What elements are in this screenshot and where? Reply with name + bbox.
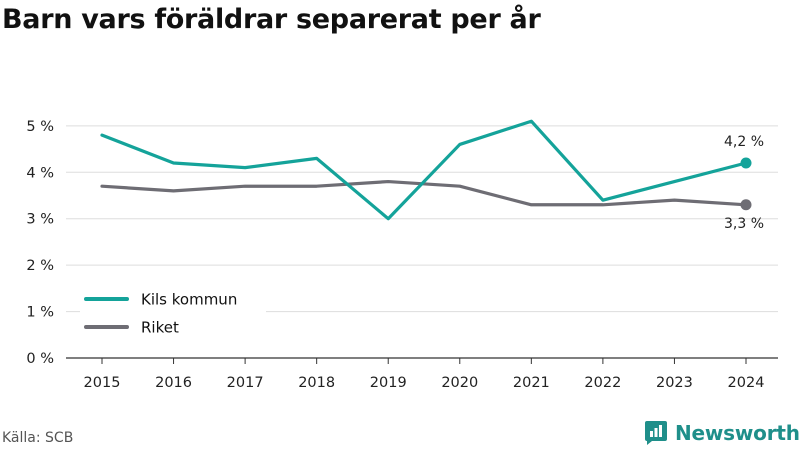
series-line: [100, 119, 748, 221]
end-point-marker: [740, 157, 752, 169]
x-tick-label: 2024: [728, 375, 765, 391]
x-tick-label: 2015: [84, 375, 121, 391]
y-tick-label: 1 %: [26, 305, 54, 321]
x-tick-label: 2023: [656, 375, 693, 391]
x-tick-label: 2019: [370, 375, 407, 391]
x-tick-label: 2021: [513, 375, 550, 391]
chart-title: Barn vars föräldrar separerat per år: [2, 4, 541, 35]
brand-name: Newsworthy: [675, 421, 800, 445]
data-label: 4,2 %: [724, 134, 764, 150]
legend: Kils kommun Riket: [80, 284, 266, 346]
series-lines: 3,3 % 4,2 %: [100, 119, 764, 232]
brand-logo[interactable]: Newsworthy: [644, 419, 800, 447]
legend-background: [80, 284, 266, 346]
y-tick-label: 4 %: [26, 165, 54, 181]
y-tick-label: 3 %: [26, 212, 54, 228]
x-tick-label: 2022: [584, 375, 621, 391]
source-note: Källa: SCB: [2, 430, 74, 446]
data-label: 3,3 %: [724, 216, 764, 232]
newsworthy-logo-icon: [645, 421, 667, 445]
legend-label: Riket: [141, 319, 179, 337]
y-tick-label: 0 %: [26, 351, 54, 367]
series-line: [100, 179, 748, 207]
y-tick-label: 5 %: [26, 119, 54, 135]
grid-lines: [66, 125, 778, 313]
legend-label: Kils kommun: [141, 291, 237, 309]
x-tick-label: 2016: [155, 375, 192, 391]
x-tick-label: 2017: [227, 375, 264, 391]
x-tick-label: 2018: [298, 375, 335, 391]
y-tick-label: 2 %: [26, 258, 54, 274]
y-axis-ticks: 0 % 1 % 2 % 3 % 4 % 5 %: [26, 119, 54, 367]
x-tick-label: 2020: [441, 375, 478, 391]
end-point-marker: [740, 199, 752, 211]
x-axis-ticks: 2015 2016 2017 2018 2019 2020 2021 2022 2023 2024: [84, 358, 765, 391]
